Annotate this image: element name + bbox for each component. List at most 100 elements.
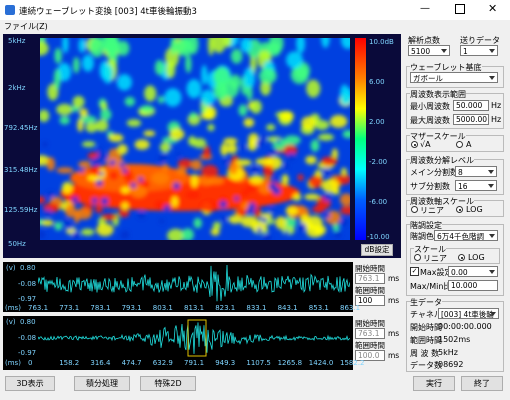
spectrum-blob xyxy=(193,217,202,229)
spectrum-hole xyxy=(272,186,281,195)
spectrum-blob xyxy=(64,204,76,218)
spectrum-blob xyxy=(314,119,330,130)
max-freq-input[interactable]: 5000.00 xyxy=(453,114,489,125)
unit: Hz xyxy=(491,115,502,124)
x-label: 791.1 xyxy=(184,359,205,367)
basis-select[interactable]: ガボール xyxy=(410,72,498,83)
sub-div-select[interactable]: 16 xyxy=(455,180,497,191)
spectrum-blob xyxy=(258,182,273,195)
button-special-2d[interactable]: 特殊2D xyxy=(140,376,196,391)
colorbar-label: -10.00 xyxy=(367,233,390,241)
x-label: 793.1 xyxy=(121,304,142,312)
y-label: 0.80 xyxy=(20,264,36,272)
spectrum-blob xyxy=(162,163,169,172)
tone-color-select[interactable]: 6万4千色階調 xyxy=(434,230,498,241)
y-label: -0.08 xyxy=(18,334,37,342)
button-3d[interactable]: 3D表示 xyxy=(5,376,55,391)
spectrum-hole xyxy=(324,213,330,219)
range-time-input[interactable]: 100.0 xyxy=(355,350,385,361)
spectrum-blob xyxy=(75,207,92,220)
channel-select[interactable]: [003] 4t車後輪振 xyxy=(438,308,499,319)
spectrum-blob xyxy=(100,102,108,111)
maximize[interactable] xyxy=(455,4,465,14)
spectrum-blob xyxy=(56,103,73,116)
spectrum-blob xyxy=(167,228,185,240)
unit: ms xyxy=(388,274,400,283)
spectrum-blob xyxy=(130,185,148,198)
label: Max/Min比 xyxy=(410,282,452,291)
feed-select[interactable]: 1 xyxy=(460,45,498,56)
start-time-input[interactable]: 763.1 xyxy=(355,273,385,284)
spectrum-blob xyxy=(170,38,177,55)
spectrum-hole xyxy=(122,168,128,174)
spectrum-blob xyxy=(281,174,289,186)
label: 開始時間 xyxy=(410,323,442,332)
radio-label: リニア xyxy=(420,206,444,215)
spectrum-hole xyxy=(162,152,168,158)
spectrum-blob xyxy=(341,38,350,50)
radio[interactable] xyxy=(456,141,463,148)
freq-label: 5kHz xyxy=(8,37,26,45)
close[interactable]: ✕ xyxy=(488,2,498,15)
radio[interactable] xyxy=(411,141,418,148)
spectrum-blob xyxy=(230,48,243,64)
spectrum-blob xyxy=(78,115,97,124)
spectrum-blob xyxy=(243,67,255,90)
spectrum-blob xyxy=(59,116,70,125)
spectrum-blob xyxy=(41,219,54,227)
spectrum-hole xyxy=(274,177,279,182)
unit: ms xyxy=(388,329,400,338)
y-label: -0.97 xyxy=(18,295,37,303)
spectrum-blob xyxy=(246,183,256,193)
spectrum-blob xyxy=(308,175,323,189)
spectrum-blob xyxy=(249,174,264,185)
spectrum-hole xyxy=(96,179,103,187)
start-time-input[interactable]: 763.1 xyxy=(355,328,385,339)
y-label: -0.08 xyxy=(18,280,37,288)
spectrum-blob xyxy=(57,62,72,82)
spectrum-blob xyxy=(317,133,334,141)
range-time-input[interactable]: 100 xyxy=(355,295,385,306)
analysis-points-select[interactable]: 5100 xyxy=(408,45,450,56)
label: 解析点数 xyxy=(408,36,440,45)
spectrum-hole xyxy=(163,204,171,212)
spectrum-blob xyxy=(116,40,130,56)
max-select[interactable]: 0.00 xyxy=(448,266,498,277)
x-unit: (ms) xyxy=(5,304,21,312)
label: 階調色 xyxy=(410,232,434,241)
radio-label: リニア xyxy=(423,254,447,263)
freq-label: 50Hz xyxy=(8,240,26,248)
radio[interactable] xyxy=(411,206,418,213)
freq-label: 2kHz xyxy=(8,84,26,92)
spectrum-blob xyxy=(171,196,179,208)
unit: ms xyxy=(388,351,400,360)
spectrum-blob xyxy=(116,74,132,91)
button-exit[interactable]: 終了 xyxy=(461,376,503,391)
button-integrate[interactable]: 積分処理 xyxy=(74,376,130,391)
spectrum-blob xyxy=(126,119,142,127)
minimize[interactable]: — xyxy=(420,3,430,14)
label: チャネル xyxy=(410,310,442,319)
spectrum-blob xyxy=(243,117,255,128)
spectrum-hole xyxy=(221,216,227,222)
min-freq-input[interactable]: 50.000 xyxy=(453,100,489,111)
group-title: 周波数分解レベル xyxy=(410,155,474,166)
spectrum-blob xyxy=(312,205,325,214)
spectrum-blob xyxy=(190,159,202,171)
button-run[interactable]: 実行 xyxy=(413,376,455,391)
main-div-select[interactable]: 8 xyxy=(455,166,497,177)
spectrum-blob xyxy=(290,65,309,85)
radio[interactable] xyxy=(414,254,421,261)
radio[interactable] xyxy=(456,206,463,213)
spectrum-blob xyxy=(169,128,185,140)
menu-file[interactable]: ファイル(Z) xyxy=(4,22,48,31)
radio[interactable] xyxy=(458,254,465,261)
db-settings-button[interactable]: dB設定 xyxy=(361,244,393,256)
checkbox[interactable]: ✓ xyxy=(410,267,419,276)
spectrum-hole xyxy=(323,193,332,201)
spectrum-hole xyxy=(40,231,46,239)
group-title: ウェーブレット基底 xyxy=(410,62,482,73)
x-label: 803.1 xyxy=(152,304,173,312)
ratio-input[interactable]: 10.000 xyxy=(448,280,498,291)
spectrum-blob xyxy=(241,189,249,197)
